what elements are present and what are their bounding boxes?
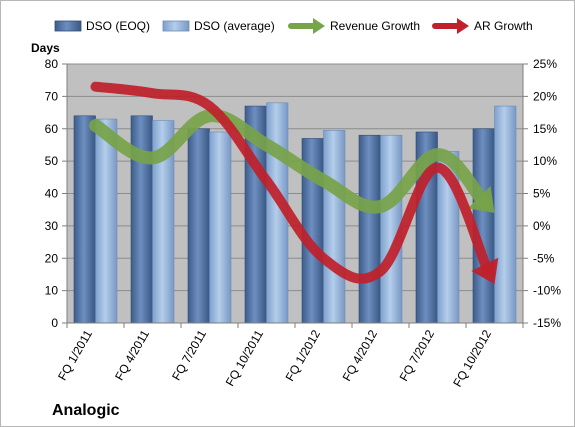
x-tick-label: FQ 10/2011: [223, 327, 267, 388]
legend-swatch-arrowhead: [313, 18, 325, 34]
y2-tick-label: 5%: [533, 187, 551, 201]
y-tick-label: 80: [45, 57, 59, 71]
y2-tick-label: 25%: [533, 57, 557, 71]
x-tick-label: FQ 4/2012: [340, 327, 381, 383]
y-axis-title: Days: [31, 41, 60, 55]
y-tick-label: 70: [45, 89, 59, 103]
x-tick-label: FQ 1/2012: [283, 327, 324, 383]
y-tick-label: 10: [45, 284, 59, 298]
bar-dso-average: [209, 131, 232, 324]
x-tick-label: FQ 4/2011: [112, 327, 152, 383]
y2-tick-label: -5%: [533, 251, 555, 265]
y2-tick-label: 20%: [533, 89, 557, 103]
y2-tick-label: -10%: [533, 284, 561, 298]
y2-tick-label: 0%: [533, 219, 551, 233]
ar-growth-line: [90, 81, 493, 284]
bar-dso-eoq: [73, 115, 96, 324]
y-tick-label: 40: [45, 187, 59, 201]
ar-growth-line-arrowhead: [471, 257, 499, 285]
bar-dso-average: [323, 130, 346, 324]
legend-label: AR Growth: [474, 19, 533, 33]
bar-dso-average: [494, 105, 517, 324]
y-tick-label: 60: [45, 122, 59, 136]
x-tick-label: FQ 1/2011: [55, 327, 95, 383]
legend-label: Revenue Growth: [330, 19, 420, 33]
y-tick-label: 0: [51, 316, 58, 330]
y2-tick-label: -15%: [533, 316, 561, 330]
x-tick-label: FQ 7/2012: [397, 327, 438, 383]
company-name: Analogic: [52, 402, 120, 419]
revenue-growth-line-arrowhead: [467, 186, 495, 213]
legend-swatch: [162, 20, 190, 32]
bar-dso-eoq: [358, 134, 381, 324]
bar-dso-average: [95, 118, 118, 324]
legend-label: DSO (average): [194, 19, 275, 33]
y2-tick-label: 15%: [533, 122, 557, 136]
revenue-growth-line: [89, 109, 491, 214]
x-tick-label: FQ 10/2012: [450, 327, 494, 389]
y-tick-label: 30: [45, 219, 59, 233]
legend-swatch-arrowhead: [457, 18, 469, 34]
y-tick-label: 20: [45, 251, 59, 265]
bar-dso-eoq: [187, 128, 210, 324]
legend-swatch: [54, 20, 82, 32]
y2-tick-label: 10%: [533, 154, 557, 168]
legend-label: DSO (EOQ): [86, 19, 150, 33]
y-tick-label: 50: [45, 154, 59, 168]
x-tick-label: FQ 7/2011: [169, 327, 209, 383]
